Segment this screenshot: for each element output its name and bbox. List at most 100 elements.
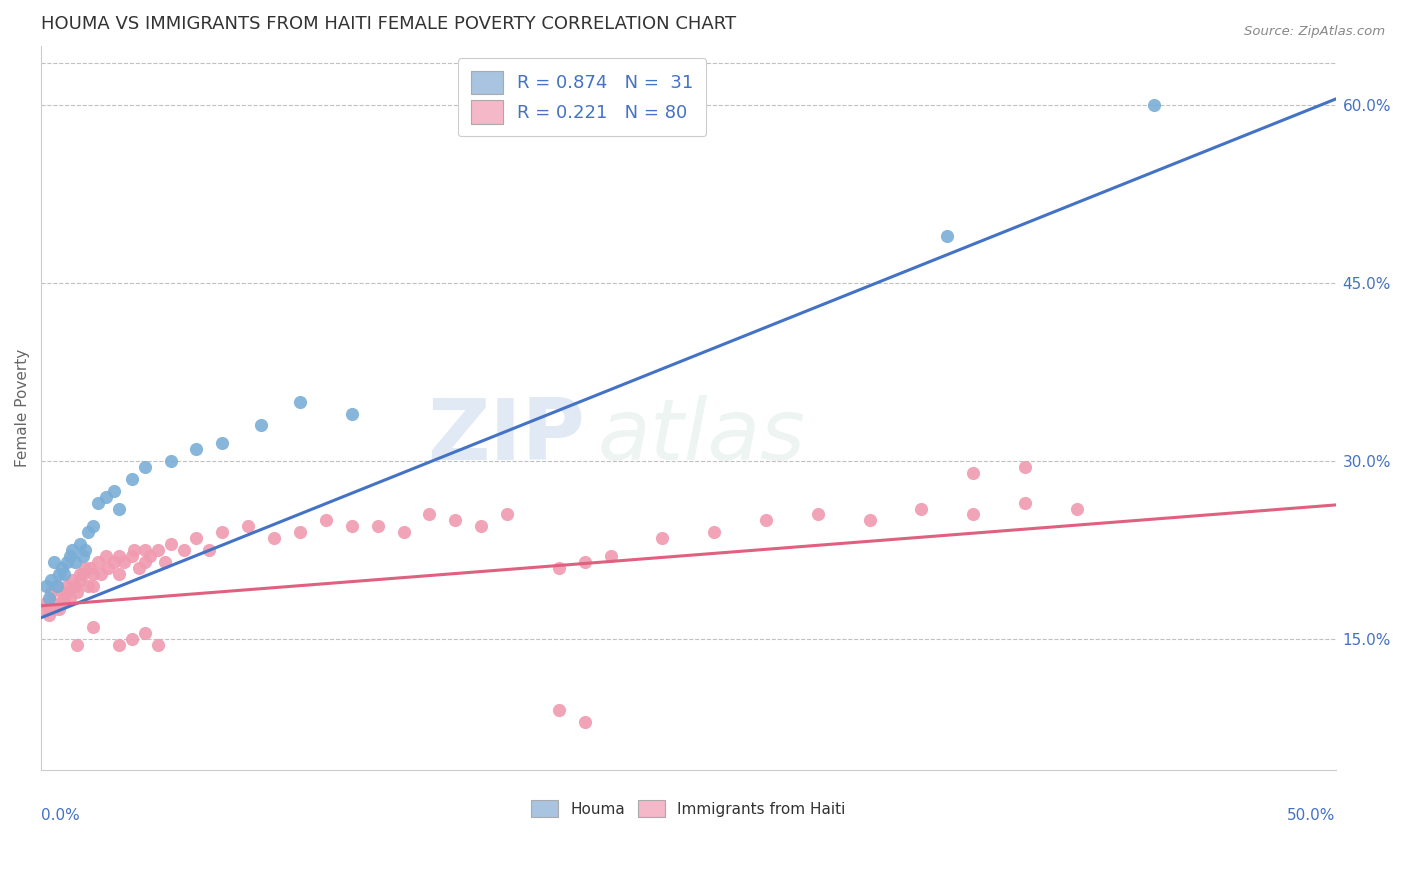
- Point: [90, 566, 112, 581]
- Point: [66, 584, 89, 599]
- Point: [75, 561, 97, 575]
- Point: [250, 418, 273, 433]
- Point: [807, 508, 830, 522]
- Point: [38, 591, 60, 605]
- Point: [470, 519, 492, 533]
- Point: [79, 561, 101, 575]
- Point: [42, 597, 65, 611]
- Point: [48, 602, 70, 616]
- Point: [51, 584, 73, 599]
- Point: [82, 519, 104, 533]
- Point: [48, 566, 70, 581]
- Point: [82, 566, 104, 581]
- Point: [962, 466, 984, 480]
- Point: [42, 602, 65, 616]
- Text: 50.0%: 50.0%: [1286, 808, 1336, 823]
- Point: [155, 555, 177, 569]
- Point: [97, 561, 120, 575]
- Point: [51, 597, 73, 611]
- Text: atlas: atlas: [598, 395, 806, 478]
- Point: [63, 579, 86, 593]
- Point: [107, 549, 129, 563]
- Point: [288, 525, 311, 540]
- Point: [211, 436, 233, 450]
- Point: [134, 543, 156, 558]
- Point: [340, 519, 363, 533]
- Point: [121, 632, 143, 646]
- Point: [134, 460, 156, 475]
- Point: [121, 472, 143, 486]
- Point: [574, 555, 596, 569]
- Point: [1014, 460, 1036, 475]
- Point: [1143, 98, 1166, 112]
- Point: [45, 579, 67, 593]
- Point: [139, 549, 162, 563]
- Point: [41, 573, 63, 587]
- Point: [82, 579, 104, 593]
- Point: [69, 573, 91, 587]
- Point: [186, 442, 208, 457]
- Point: [72, 566, 94, 581]
- Point: [910, 501, 932, 516]
- Point: [107, 501, 129, 516]
- Point: [418, 508, 440, 522]
- Point: [35, 597, 58, 611]
- Point: [1066, 501, 1088, 516]
- Point: [1014, 495, 1036, 509]
- Text: 0.0%: 0.0%: [41, 808, 80, 823]
- Point: [45, 579, 67, 593]
- Point: [134, 555, 156, 569]
- Legend: Houma, Immigrants from Haiti: Houma, Immigrants from Haiti: [524, 794, 852, 823]
- Point: [173, 543, 195, 558]
- Point: [367, 519, 389, 533]
- Point: [60, 573, 83, 587]
- Point: [703, 525, 725, 540]
- Point: [69, 537, 91, 551]
- Point: [35, 579, 58, 593]
- Point: [107, 638, 129, 652]
- Point: [53, 566, 76, 581]
- Point: [599, 549, 621, 563]
- Point: [76, 525, 98, 540]
- Point: [124, 543, 146, 558]
- Point: [69, 566, 91, 581]
- Point: [962, 508, 984, 522]
- Point: [444, 513, 467, 527]
- Point: [146, 543, 169, 558]
- Point: [103, 555, 125, 569]
- Point: [496, 508, 519, 522]
- Point: [66, 638, 89, 652]
- Point: [340, 407, 363, 421]
- Point: [75, 543, 97, 558]
- Point: [858, 513, 880, 527]
- Point: [159, 537, 181, 551]
- Point: [42, 555, 65, 569]
- Point: [38, 602, 60, 616]
- Point: [87, 555, 110, 569]
- Point: [56, 555, 79, 569]
- Point: [56, 584, 79, 599]
- Point: [60, 543, 83, 558]
- Point: [548, 561, 571, 575]
- Point: [103, 483, 125, 498]
- Point: [198, 543, 221, 558]
- Point: [238, 519, 260, 533]
- Point: [32, 602, 55, 616]
- Point: [107, 566, 129, 581]
- Point: [76, 579, 98, 593]
- Point: [574, 715, 596, 730]
- Point: [651, 531, 673, 545]
- Point: [87, 495, 110, 509]
- Point: [63, 555, 86, 569]
- Point: [548, 703, 571, 717]
- Point: [94, 549, 117, 563]
- Point: [121, 549, 143, 563]
- Point: [56, 579, 79, 593]
- Point: [58, 591, 80, 605]
- Point: [315, 513, 337, 527]
- Point: [288, 394, 311, 409]
- Text: ZIP: ZIP: [427, 395, 585, 478]
- Y-axis label: Female Poverty: Female Poverty: [15, 349, 30, 467]
- Text: Source: ZipAtlas.com: Source: ZipAtlas.com: [1244, 25, 1385, 38]
- Point: [134, 626, 156, 640]
